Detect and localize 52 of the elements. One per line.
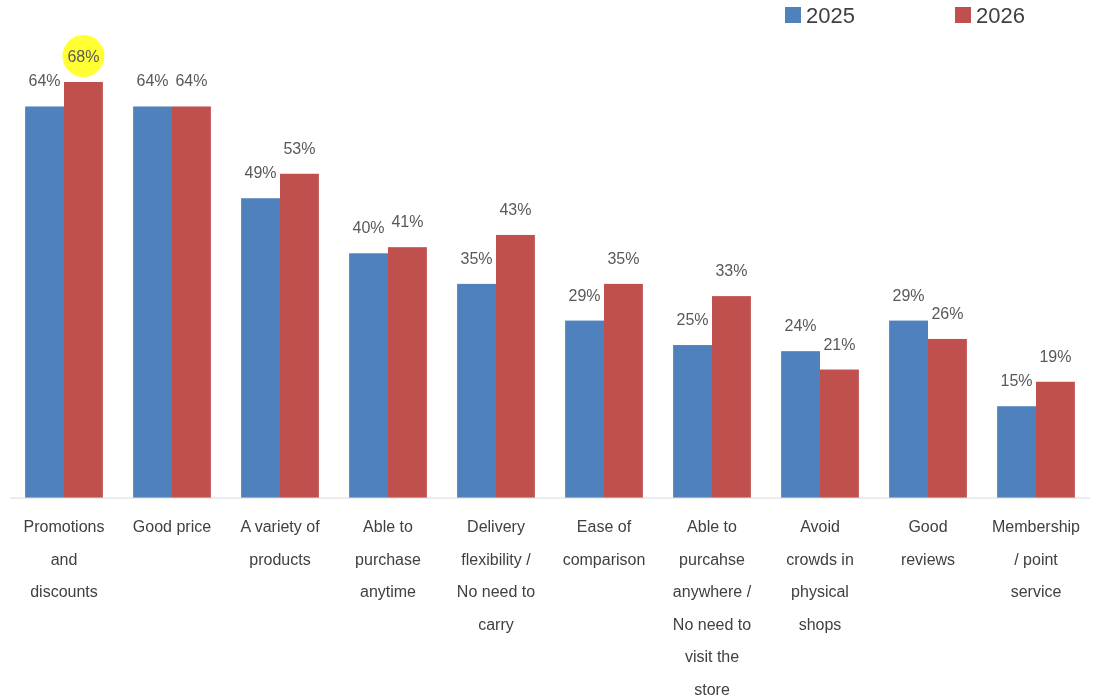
bar bbox=[496, 234, 535, 498]
bar bbox=[280, 173, 319, 498]
data-label: 43% bbox=[499, 200, 532, 218]
bar bbox=[673, 345, 712, 498]
bar bbox=[133, 106, 172, 498]
x-tick-label: Avoid crowds in physical shops bbox=[786, 518, 854, 633]
bar bbox=[25, 106, 64, 498]
legend-label: 2026 bbox=[976, 3, 1025, 28]
data-label: 53% bbox=[283, 139, 316, 157]
bar bbox=[172, 106, 211, 498]
data-label: 24% bbox=[784, 317, 817, 335]
bar bbox=[241, 198, 280, 498]
bar bbox=[1036, 381, 1075, 498]
bar bbox=[889, 320, 928, 498]
data-label: 29% bbox=[892, 286, 925, 304]
bar bbox=[565, 320, 604, 498]
data-label: 35% bbox=[460, 249, 493, 267]
data-label: 19% bbox=[1039, 347, 1072, 365]
bar bbox=[781, 351, 820, 498]
bar bbox=[928, 338, 967, 498]
data-label: 25% bbox=[676, 311, 709, 329]
data-label: 41% bbox=[391, 213, 424, 231]
data-label: 40% bbox=[352, 219, 385, 237]
data-label: 29% bbox=[568, 286, 601, 304]
data-label: 35% bbox=[607, 249, 640, 267]
x-tick-label: Delivery flexibility / No need to carry bbox=[456, 518, 536, 633]
data-label: 64% bbox=[136, 72, 169, 90]
data-label: 26% bbox=[931, 304, 964, 322]
data-label: 15% bbox=[1000, 372, 1033, 390]
data-label: 64% bbox=[175, 72, 208, 90]
bar bbox=[388, 247, 427, 498]
data-label: 21% bbox=[823, 335, 856, 353]
bar bbox=[457, 283, 496, 498]
bar bbox=[712, 296, 751, 498]
x-tick-label: Promotions and discounts bbox=[23, 518, 105, 600]
x-tick-label: Able to purchase anytime bbox=[355, 518, 422, 600]
data-label: 68% bbox=[67, 48, 100, 65]
bar bbox=[997, 406, 1036, 498]
data-label: 49% bbox=[244, 164, 277, 182]
bar bbox=[64, 82, 103, 498]
bar bbox=[820, 369, 859, 498]
data-label: 64% bbox=[28, 72, 61, 90]
data-label: 33% bbox=[715, 262, 748, 280]
x-tick-label: Ease of comparison bbox=[562, 518, 646, 568]
x-tick-label: Membership / point service bbox=[991, 518, 1081, 600]
x-tick-label: Good reviews bbox=[900, 518, 956, 568]
x-tick-label: A variety of products bbox=[240, 518, 321, 568]
x-tick-label: Able to purcahse anywhere / No need to visit the store bbox=[672, 518, 752, 698]
x-tick-label: Good price bbox=[132, 518, 212, 535]
bar bbox=[604, 283, 643, 498]
bar bbox=[349, 253, 388, 498]
legend-label: 2025 bbox=[806, 3, 855, 28]
